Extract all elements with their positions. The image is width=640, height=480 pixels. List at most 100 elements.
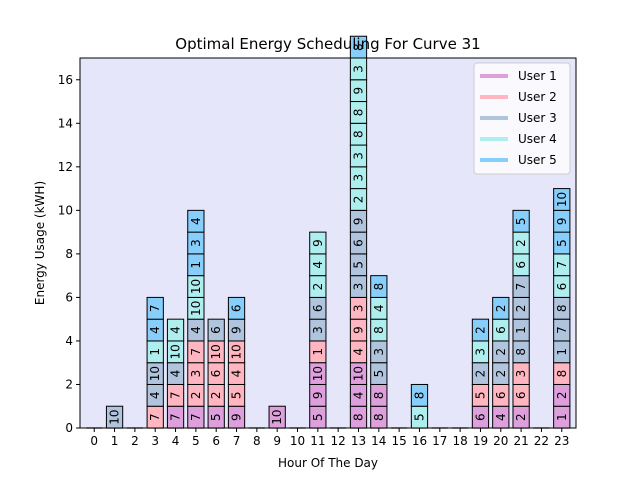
segment-label: 10 (230, 344, 244, 359)
segment-label: 3 (351, 304, 365, 312)
x-tick-label: 16 (412, 434, 427, 448)
segment-label: 6 (514, 392, 528, 400)
segment-label: 4 (148, 326, 162, 334)
segment-label: 6 (494, 326, 508, 334)
segment-label: 4 (230, 370, 244, 378)
segment-label: 7 (169, 392, 183, 400)
segment-label: 1 (189, 261, 203, 269)
segment-label: 4 (351, 392, 365, 400)
segment-label: 10 (189, 301, 203, 316)
bar-segment (471, 318, 490, 342)
segment-label: 2 (555, 392, 569, 400)
segment-label: 3 (514, 370, 528, 378)
y-tick-label: 2 (65, 377, 73, 391)
bar-segment (410, 383, 429, 407)
segment-label: 10 (270, 409, 284, 424)
x-tick-label: 10 (290, 434, 305, 448)
x-tick-label: 20 (493, 434, 508, 448)
x-tick-label: 0 (90, 434, 98, 448)
x-tick-label: 21 (513, 434, 528, 448)
y-tick-label: 0 (65, 421, 73, 435)
legend-label: User 5 (518, 153, 557, 167)
x-tick-label: 19 (473, 434, 488, 448)
bar-segment (146, 296, 164, 320)
segment-label: 2 (473, 326, 487, 334)
segment-label: 3 (189, 370, 203, 378)
segment-label: 7 (514, 283, 528, 291)
x-tick-label: 6 (212, 434, 220, 448)
segment-label: 6 (209, 326, 223, 334)
segment-label: 3 (351, 283, 365, 291)
segment-label: 2 (473, 370, 487, 378)
segment-label: 9 (311, 392, 325, 400)
segment-label: 1 (555, 413, 569, 421)
chart-title: Optimal Energy Scheduling For Curve 31 (175, 35, 480, 53)
x-tick-label: 11 (310, 434, 325, 448)
segment-label: 5 (473, 392, 487, 400)
segment-label: 3 (311, 326, 325, 334)
x-tick-label: 17 (432, 434, 447, 448)
segment-label: 4 (494, 413, 508, 421)
segment-label: 9 (351, 217, 365, 225)
segment-label: 10 (169, 344, 183, 359)
segment-label: 1 (514, 326, 528, 334)
segment-label: 10 (148, 366, 162, 381)
segment-label: 3 (351, 152, 365, 160)
x-tick-label: 5 (192, 434, 200, 448)
segment-label: 7 (555, 261, 569, 269)
legend-label: User 3 (518, 111, 557, 125)
segment-label: 6 (555, 283, 569, 291)
segment-label: 5 (351, 261, 365, 269)
y-tick-label: 16 (58, 73, 73, 87)
segment-label: 9 (555, 217, 569, 225)
bar-segment (187, 209, 205, 233)
segment-label: 8 (351, 109, 365, 117)
x-tick-label: 2 (131, 434, 139, 448)
segment-label: 2 (494, 370, 508, 378)
segment-label: 8 (351, 413, 365, 421)
segment-label: 10 (351, 366, 365, 381)
segment-label: 5 (514, 217, 528, 225)
segment-label: 4 (189, 326, 203, 334)
segment-label: 8 (555, 370, 569, 378)
x-tick-label: 9 (273, 434, 281, 448)
segment-label: 8 (372, 283, 386, 291)
segment-label: 6 (311, 304, 325, 312)
segment-label: 5 (209, 413, 223, 421)
segment-label: 1 (555, 348, 569, 356)
x-tick-label: 12 (331, 434, 346, 448)
segment-label: 4 (148, 392, 162, 400)
x-tick-label: 13 (351, 434, 366, 448)
plot-frame (79, 57, 577, 429)
segment-label: 7 (189, 348, 203, 356)
segment-label: 1 (311, 348, 325, 356)
x-axis: 0 1 2 3 4 5 6 7 8 9 10 11 12 13 14 15 16 17 18 19 20 21 22 23 (90, 428, 569, 448)
bar-segment (370, 275, 388, 298)
legend-box (473, 62, 571, 175)
segment-label: 2 (514, 304, 528, 312)
y-axis: 0 2 4 6 8 10 12 14 16 (58, 73, 80, 435)
y-axis-label: Energy Usage (kWH) (33, 181, 47, 305)
segment-label: 5 (230, 392, 244, 400)
y-tick-label: 14 (58, 116, 73, 130)
bar-segment (166, 318, 185, 342)
segment-label: 2 (311, 283, 325, 291)
x-tick-label: 14 (371, 434, 386, 448)
segment-label: 7 (189, 413, 203, 421)
y-tick-label: 10 (58, 203, 73, 217)
segment-label: 8 (412, 392, 426, 400)
bars-layer: 10 74101477741047237410101345261069541096… (86, 35, 571, 429)
segment-label: 6 (494, 392, 508, 400)
bar-segment (492, 296, 510, 320)
x-tick-label: 23 (554, 434, 569, 448)
segment-label: 9 (351, 87, 365, 95)
segment-label: 10 (108, 409, 122, 424)
segment-label: 1 (148, 348, 162, 356)
segment-label: 8 (351, 130, 365, 138)
x-tick-label: 1 (111, 434, 119, 448)
y-tick-label: 6 (65, 290, 73, 304)
segment-label: 10 (311, 366, 325, 381)
segment-label: 3 (351, 174, 365, 182)
